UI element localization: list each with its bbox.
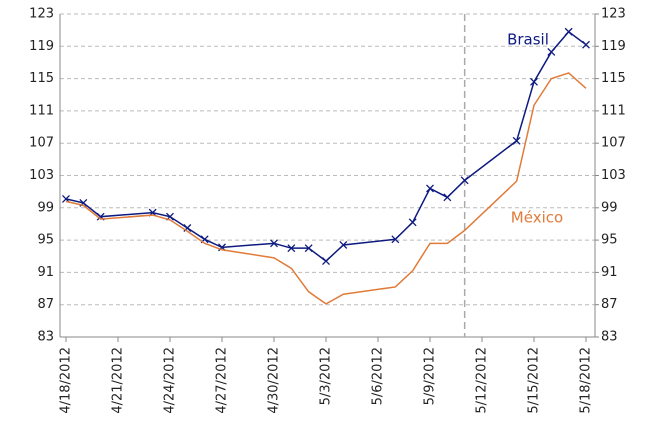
y-tick-label: 91 — [37, 265, 54, 280]
y2-tick-label: 83 — [601, 330, 618, 345]
x-tick-label: 5/15/2012 — [527, 347, 542, 414]
y-tick-label: 87 — [37, 297, 54, 312]
x-tick-label: 4/24/2012 — [163, 347, 178, 414]
y2-tick-label: 107 — [601, 136, 626, 151]
y2-tick-label: 99 — [601, 200, 618, 215]
point-marker — [287, 244, 296, 253]
point-marker — [391, 235, 400, 244]
point-marker — [443, 193, 452, 202]
x-tick-label: 5/6/2012 — [371, 347, 386, 405]
point-marker — [408, 218, 417, 227]
y-tick-label: 103 — [29, 168, 54, 183]
x-tick-label: 5/18/2012 — [579, 347, 594, 414]
y2-tick-label: 91 — [601, 265, 618, 280]
series-label: Brasil — [507, 31, 549, 49]
y-tick-label: 111 — [29, 103, 54, 118]
y-tick-label: 95 — [37, 233, 54, 248]
y2-tick-label: 103 — [601, 168, 626, 183]
x-tick-label: 4/21/2012 — [111, 347, 126, 414]
point-marker — [304, 244, 313, 253]
y2-tick-label: 115 — [601, 71, 626, 86]
point-marker — [564, 27, 573, 36]
y-tick-label: 119 — [29, 39, 54, 54]
point-marker — [426, 184, 434, 193]
y2-tick-label: 87 — [601, 297, 618, 312]
x-tick-label: 5/9/2012 — [423, 347, 438, 405]
x-tick-label: 4/18/2012 — [59, 347, 74, 414]
x-tick-label: 4/30/2012 — [267, 347, 282, 414]
y2-tick-label: 119 — [601, 39, 626, 54]
point-marker — [547, 47, 556, 56]
x-tick-label: 4/27/2012 — [215, 347, 230, 414]
series-label: México — [511, 209, 563, 227]
series-line — [65, 72, 587, 305]
point-marker — [530, 77, 538, 86]
point-marker — [270, 239, 278, 248]
y2-tick-label: 123 — [601, 7, 626, 22]
y2-tick-label: 111 — [601, 103, 626, 118]
y-tick-label: 115 — [29, 71, 54, 86]
y2-tick-label: 95 — [601, 233, 618, 248]
y-tick-label: 83 — [37, 330, 54, 345]
point-marker — [582, 40, 590, 49]
point-marker — [322, 257, 330, 266]
x-tick-label: 5/12/2012 — [475, 347, 490, 414]
point-marker — [339, 240, 348, 249]
x-tick-label: 5/3/2012 — [319, 347, 334, 405]
series-line — [65, 30, 587, 263]
y-tick-label: 123 — [29, 7, 54, 22]
point-marker — [460, 176, 469, 185]
y-tick-label: 107 — [29, 136, 54, 151]
point-marker — [512, 136, 521, 145]
y-tick-label: 99 — [37, 200, 54, 215]
